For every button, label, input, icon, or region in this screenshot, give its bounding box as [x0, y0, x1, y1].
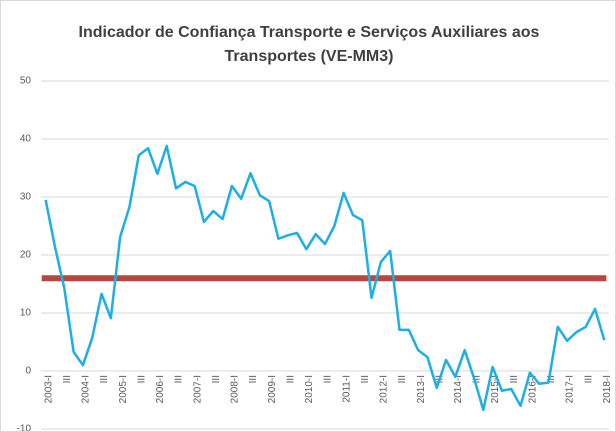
x-tick-label: III [360, 375, 371, 383]
x-tick-label: III [248, 375, 259, 383]
y-tick-label: 50 [20, 76, 32, 87]
x-tick-label: III [99, 375, 110, 383]
y-tick-label: 0 [25, 366, 31, 377]
x-tick-label: 2017-I [565, 375, 576, 403]
y-tick-label: 30 [20, 192, 32, 203]
x-tick-label: 2005-I [118, 375, 129, 403]
x-tick-label: III [472, 375, 483, 383]
x-tick-label: III [509, 375, 520, 383]
x-tick-label: III [397, 375, 408, 383]
x-tick-label: 2011-I [341, 375, 352, 403]
x-tick-label: 2004-I [81, 375, 92, 403]
x-tick-label: 2015-I [490, 375, 501, 403]
y-tick-label: 10 [20, 308, 32, 319]
x-tick-label: III [62, 375, 73, 383]
x-tick-label: 2013-I [416, 375, 427, 403]
x-tick-label: 2008-I [230, 375, 241, 403]
x-tick-label: 2006-I [155, 375, 166, 403]
y-tick-label: 40 [20, 134, 32, 145]
x-tick-label: 2009-I [267, 375, 278, 403]
x-tick-label: III [546, 375, 557, 383]
x-tick-label: 2012-I [379, 375, 390, 403]
x-tick-label: III [583, 375, 594, 383]
x-tick-label: 2018-I [602, 375, 613, 403]
x-tick-label: III [285, 375, 296, 383]
x-tick-label: III [323, 375, 334, 383]
x-tick-label: 2007-I [192, 375, 203, 403]
data-line [44, 144, 606, 412]
y-tick-label: 20 [20, 250, 32, 261]
x-tick-label: 2010-I [304, 375, 315, 403]
x-tick-label: III [174, 375, 185, 383]
x-tick-label: III [136, 375, 147, 383]
x-tick-label: III [211, 375, 222, 383]
chart-title: Indicador de Confiança Transporte e Serv… [78, 24, 540, 65]
x-tick-label: 2003-I [43, 375, 54, 403]
x-tick-label: 2016-I [527, 375, 538, 403]
x-tick-label: 2014-I [453, 375, 464, 403]
y-tick-label: -10 [17, 424, 32, 432]
